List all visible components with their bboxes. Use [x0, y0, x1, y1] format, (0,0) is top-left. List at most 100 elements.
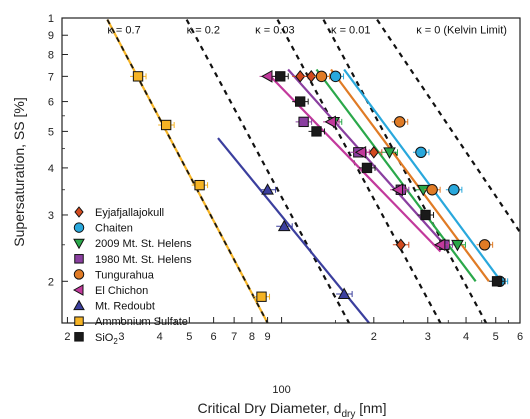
kappa-line-3: [322, 19, 488, 323]
y-tick-label-2: 4: [48, 163, 54, 175]
kappa-label-3: κ = 0.01: [331, 24, 370, 36]
kappa-line-4: [376, 19, 520, 233]
x-tick-label-3: 5: [186, 331, 192, 343]
x-tick-label-8: 100: [272, 384, 290, 396]
x-axis-title: Critical Dry Diameter, ddry [nm]: [198, 400, 387, 419]
point-5-1: [324, 115, 336, 129]
legend-label-0: Eyjafjallajokull: [95, 207, 164, 219]
kappa-labels: κ = 0.7 κ = 0.2 κ = 0.03 κ = 0.01 κ = 0 (Kel…: [107, 24, 507, 36]
point-0-3: [395, 238, 406, 252]
plot-frame: [61, 17, 521, 324]
fit-line-3: [287, 68, 446, 246]
y-tick-label-8: 1: [48, 13, 54, 25]
point-8-2: [311, 126, 322, 137]
x-tick-label-13: 6: [517, 331, 523, 343]
legend-marker-8: [74, 332, 84, 342]
legend-label-4: Tungurahua: [95, 269, 155, 281]
legend-marker-5: [72, 284, 84, 296]
legend-label-5: El Chichon: [95, 285, 148, 297]
legend-label-3: 1980 Mt. St. Helens: [95, 254, 192, 266]
point-4-1: [394, 116, 406, 128]
x-axis-title-main: Critical Dry Diameter, d: [198, 400, 342, 416]
legend-label-text: El Chichon: [95, 285, 148, 297]
point-3-0: [298, 116, 309, 128]
point-4-3: [478, 239, 491, 251]
y-tick-label-4: 6: [48, 97, 54, 109]
x-tick-label-10: 3: [425, 331, 431, 343]
y-tick-label-6: 8: [48, 50, 54, 62]
kappa-label-1: κ = 0.2: [187, 24, 220, 36]
x-axis-title-unit: [nm]: [355, 400, 386, 416]
point-0-2: [368, 146, 379, 159]
x-tick-label-0: 2: [64, 331, 70, 343]
point-2-1: [383, 147, 396, 159]
point-4-2: [426, 184, 438, 196]
legend-label-2: 2009 Mt. St. Helens: [95, 238, 192, 250]
data-points: [130, 70, 509, 302]
kappa-label-4: κ = 0 (Kelvin Limit): [416, 24, 507, 36]
point-2-2: [416, 184, 430, 197]
point-5-3: [391, 183, 403, 197]
point-8-3: [361, 162, 373, 174]
y-tick-label-0: 2: [48, 276, 54, 288]
legend-label-text: SiO: [95, 332, 114, 344]
fit-line-0: [343, 68, 502, 282]
point-1-1: [415, 146, 427, 159]
legend-label-text: Mt. Redoubt: [95, 301, 155, 313]
point-6-2: [337, 287, 351, 299]
legend: Eyjafjallajokull Chaiten 2009 Mt. St. Hele…: [72, 206, 192, 346]
fit-line-1: [330, 68, 490, 282]
legend-label-text: Chaiten: [95, 223, 133, 235]
x-tick-label-1: 3: [118, 331, 124, 343]
point-5-2: [354, 145, 367, 159]
y-tick-label-3: 5: [48, 126, 54, 138]
kappa-label-2: κ = 0.03: [255, 24, 294, 36]
legend-label-text: Ammonium Sulfate: [95, 316, 188, 328]
x-tick-label-7: 9: [265, 331, 271, 343]
point-5-4: [433, 238, 446, 252]
legend-marker-1: [73, 222, 85, 233]
legend-marker-7: [74, 316, 84, 326]
y-axis-title: Supersaturation, SS [%]: [11, 97, 27, 246]
point-7-0: [132, 71, 144, 82]
x-tick-label-12: 5: [493, 331, 499, 343]
x-tick-label-11: 4: [463, 331, 469, 343]
point-7-1: [160, 119, 172, 131]
point-7-3: [256, 291, 267, 302]
point-1-0: [329, 70, 342, 83]
kappa-line-1: [185, 19, 350, 323]
legend-label-text: Eyjafjallajokull: [95, 207, 164, 219]
x-axis-title-sub: dry: [341, 409, 355, 419]
y-axis: 2 3 4 5 6 7 8 9 1: [48, 13, 68, 288]
y-tick-label-7: 9: [48, 30, 54, 42]
x-tick-label-6: 8: [249, 331, 255, 343]
point-1-2: [448, 184, 460, 196]
legend-label-6: Mt. Redoubt: [95, 301, 155, 313]
legend-label-subscript: 2: [113, 337, 118, 346]
legend-marker-2: [73, 238, 85, 250]
point-0-1: [306, 70, 317, 83]
point-6-1: [277, 219, 291, 232]
legend-label-text: 1980 Mt. St. Helens: [95, 254, 192, 266]
point-8-1: [295, 96, 306, 107]
legend-label-text: Tungurahua: [95, 269, 155, 281]
legend-label-8: SiO2: [95, 332, 118, 346]
legend-marker-3: [74, 254, 84, 264]
point-6-0: [261, 183, 274, 195]
fit-lines: [106, 19, 502, 323]
kappa-label-0: κ = 0.7: [107, 24, 140, 36]
point-7-2: [194, 179, 205, 191]
x-tick-label-4: 6: [211, 331, 217, 343]
x-tick-label-9: 2: [371, 331, 377, 343]
kappa-line-2: [276, 19, 442, 323]
legend-label-text: 2009 Mt. St. Helens: [95, 238, 192, 250]
x-tick-label-5: 7: [231, 331, 237, 343]
legend-label-7: Ammonium Sulfate: [95, 316, 188, 328]
x-tick-label-2: 4: [157, 331, 163, 343]
y-tick-label-1: 3: [48, 210, 54, 222]
legend-label-1: Chaiten: [95, 223, 133, 235]
point-8-0: [275, 71, 286, 82]
